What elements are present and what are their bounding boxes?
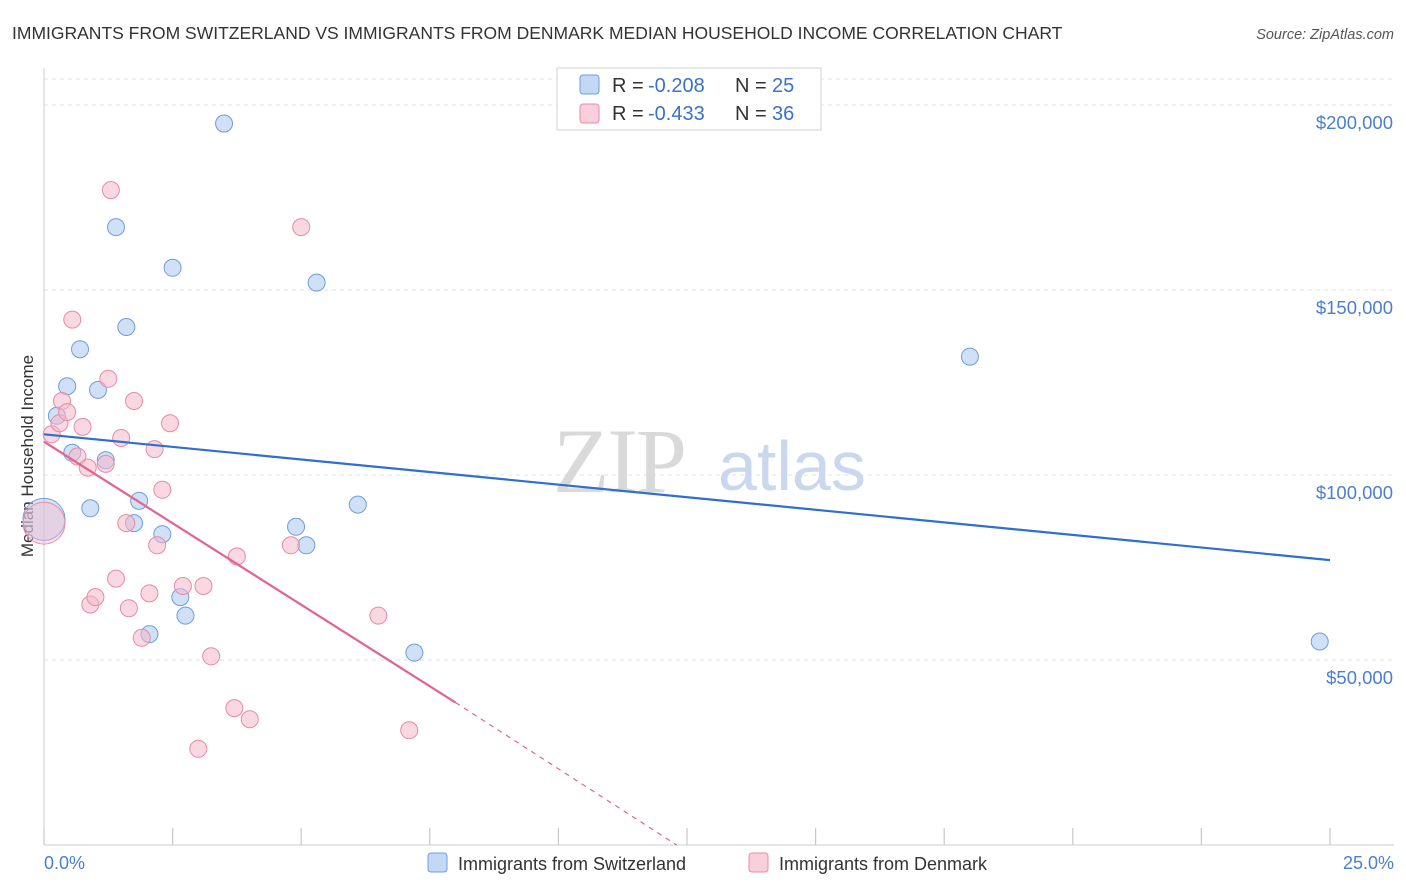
watermark: ZIP atlas (553, 410, 866, 512)
point-switzerland (307, 273, 326, 292)
trend-line-extrapolated-denmark (455, 702, 678, 846)
point-switzerland (297, 536, 316, 555)
legend-bottom-label-denmark: Immigrants from Denmark (779, 854, 988, 874)
axes (43, 68, 1394, 846)
y-tick-label: $50,000 (1326, 667, 1393, 688)
trend-line-denmark (43, 440, 457, 704)
point-denmark (96, 454, 115, 473)
legend-bottom-label-switzerland: Immigrants from Switzerland (458, 854, 686, 874)
point-switzerland (1310, 632, 1329, 651)
point-denmark (119, 599, 138, 618)
point-denmark (153, 480, 172, 499)
point-switzerland (176, 606, 195, 625)
legend-r-label-denmark: R = (612, 103, 644, 125)
point-switzerland (81, 499, 100, 518)
point-denmark (292, 218, 311, 237)
point-denmark (189, 739, 208, 758)
point-denmark (125, 392, 144, 410)
x-axis-ticks (43, 828, 1331, 845)
point-switzerland (348, 495, 367, 514)
x-tick-label-min: 0.0% (44, 853, 85, 873)
point-denmark (145, 440, 164, 459)
point-switzerland (960, 347, 979, 366)
legend-swatch-denmark (579, 103, 600, 124)
point-switzerland (163, 258, 182, 277)
point-denmark (99, 369, 118, 388)
point-denmark (101, 181, 120, 200)
point-denmark (173, 577, 192, 595)
y-tick-labels: $50,000 $100,000 $150,000 $200,000 (1316, 112, 1393, 688)
point-denmark (194, 577, 213, 595)
point-denmark (117, 514, 136, 533)
legend-box (556, 67, 822, 131)
y-axis-label: Median Household Income (18, 355, 37, 557)
point-denmark (202, 647, 221, 666)
point-denmark (58, 403, 77, 422)
point-denmark (63, 310, 82, 329)
chart-title: IMMIGRANTS FROM SWITZERLAND VS IMMIGRANT… (12, 23, 1063, 43)
legend-n-label-denmark: N = (735, 103, 767, 125)
trend-lines (43, 433, 1331, 846)
point-switzerland (287, 517, 306, 536)
gridlines (44, 78, 1394, 661)
data-points (22, 114, 1329, 758)
trend-line-switzerland (43, 433, 1331, 562)
legend-swatch-switzerland (579, 74, 600, 95)
y-tick-label: $150,000 (1316, 297, 1393, 318)
point-denmark (227, 547, 246, 566)
legend-n-value-switzerland: 25 (772, 75, 794, 97)
point-denmark (107, 569, 126, 588)
watermark-zip: ZIP (553, 410, 685, 512)
point-switzerland (71, 340, 90, 359)
legend-n-value-denmark: 36 (772, 103, 794, 125)
x-tick-label-max: 25.0% (1343, 853, 1394, 873)
legend-r-value-denmark: -0.433 (648, 103, 705, 125)
legend-top: R = -0.208 N = 25 R = -0.433 N = 36 (556, 67, 822, 131)
point-switzerland (117, 318, 136, 336)
legend-n-label-switzerland: N = (735, 75, 767, 97)
legend-bottom-swatch-switzerland (427, 852, 448, 873)
watermark-atlas: atlas (718, 427, 866, 505)
legend-bottom: Immigrants from Switzerland Immigrants f… (427, 852, 988, 874)
point-switzerland (107, 218, 126, 237)
point-denmark (400, 721, 419, 740)
point-switzerland (215, 114, 234, 133)
point-denmark (148, 536, 167, 555)
point-denmark (86, 588, 105, 607)
point-denmark (22, 501, 66, 545)
point-denmark (132, 628, 151, 647)
point-denmark (73, 417, 92, 436)
legend-r-label-switzerland: R = (612, 75, 644, 97)
point-denmark (240, 710, 259, 729)
point-denmark (161, 414, 180, 433)
point-denmark (369, 606, 388, 625)
y-tick-label: $200,000 (1316, 112, 1393, 133)
point-denmark (225, 699, 244, 718)
point-denmark (281, 536, 300, 555)
point-denmark (112, 429, 131, 447)
point-denmark (140, 584, 159, 603)
source-label: Source: ZipAtlas.com (1256, 27, 1394, 43)
legend-bottom-swatch-denmark (748, 852, 769, 873)
point-switzerland (89, 380, 108, 399)
point-switzerland (405, 643, 424, 662)
y-tick-label: $100,000 (1316, 482, 1393, 503)
legend-r-value-switzerland: -0.208 (648, 75, 705, 97)
